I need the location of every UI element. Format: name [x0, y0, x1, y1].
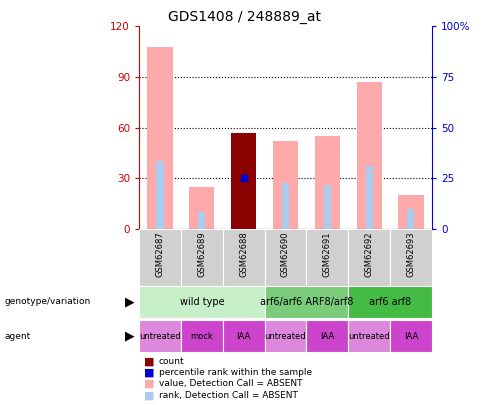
- Text: GSM62692: GSM62692: [365, 232, 374, 277]
- Text: IAA: IAA: [320, 332, 334, 341]
- Point: [240, 175, 247, 181]
- Text: untreated: untreated: [348, 332, 390, 341]
- Text: ▶: ▶: [124, 330, 134, 343]
- Bar: [264, 229, 306, 286]
- Bar: [282, 183, 289, 229]
- Bar: [348, 286, 432, 318]
- Text: wild type: wild type: [180, 297, 224, 307]
- Bar: [264, 320, 306, 352]
- Text: percentile rank within the sample: percentile rank within the sample: [159, 368, 312, 377]
- Text: agent: agent: [5, 332, 31, 341]
- Text: arf6/arf6 ARF8/arf8: arf6/arf6 ARF8/arf8: [260, 297, 353, 307]
- Bar: [139, 286, 264, 318]
- Bar: [390, 229, 432, 286]
- Text: genotype/variation: genotype/variation: [5, 297, 91, 306]
- Bar: [157, 161, 163, 229]
- Bar: [348, 320, 390, 352]
- Text: arf6 arf8: arf6 arf8: [369, 297, 411, 307]
- Bar: [366, 166, 373, 229]
- Bar: [231, 133, 256, 229]
- Bar: [264, 286, 348, 318]
- Bar: [231, 133, 256, 229]
- Text: ■: ■: [144, 379, 155, 389]
- Text: ■: ■: [144, 356, 155, 366]
- Bar: [273, 141, 298, 229]
- Bar: [139, 320, 181, 352]
- Bar: [223, 320, 264, 352]
- Bar: [147, 47, 173, 229]
- Bar: [139, 229, 181, 286]
- Bar: [357, 82, 382, 229]
- Bar: [398, 195, 424, 229]
- Text: GSM62691: GSM62691: [323, 232, 332, 277]
- Text: GDS1408 / 248889_at: GDS1408 / 248889_at: [167, 10, 321, 24]
- Bar: [189, 187, 214, 229]
- Text: GSM62687: GSM62687: [156, 232, 164, 277]
- Text: untreated: untreated: [139, 332, 181, 341]
- Bar: [306, 229, 348, 286]
- Bar: [324, 185, 331, 229]
- Bar: [240, 178, 247, 229]
- Bar: [315, 136, 340, 229]
- Bar: [181, 229, 223, 286]
- Text: IAA: IAA: [237, 332, 251, 341]
- Text: GSM62689: GSM62689: [197, 232, 206, 277]
- Bar: [223, 229, 264, 286]
- Text: GSM62690: GSM62690: [281, 232, 290, 277]
- Text: IAA: IAA: [404, 332, 418, 341]
- Text: GSM62688: GSM62688: [239, 232, 248, 277]
- Bar: [348, 229, 390, 286]
- Bar: [181, 320, 223, 352]
- Bar: [390, 320, 432, 352]
- Text: rank, Detection Call = ABSENT: rank, Detection Call = ABSENT: [159, 391, 298, 400]
- Text: ■: ■: [144, 368, 155, 377]
- Text: untreated: untreated: [264, 332, 306, 341]
- Text: count: count: [159, 357, 184, 366]
- Text: ■: ■: [144, 390, 155, 400]
- Text: mock: mock: [190, 332, 213, 341]
- Bar: [306, 320, 348, 352]
- Text: ▶: ▶: [124, 295, 134, 308]
- Text: GSM62693: GSM62693: [407, 232, 415, 277]
- Bar: [198, 212, 205, 229]
- Bar: [407, 209, 414, 229]
- Text: value, Detection Call = ABSENT: value, Detection Call = ABSENT: [159, 379, 302, 388]
